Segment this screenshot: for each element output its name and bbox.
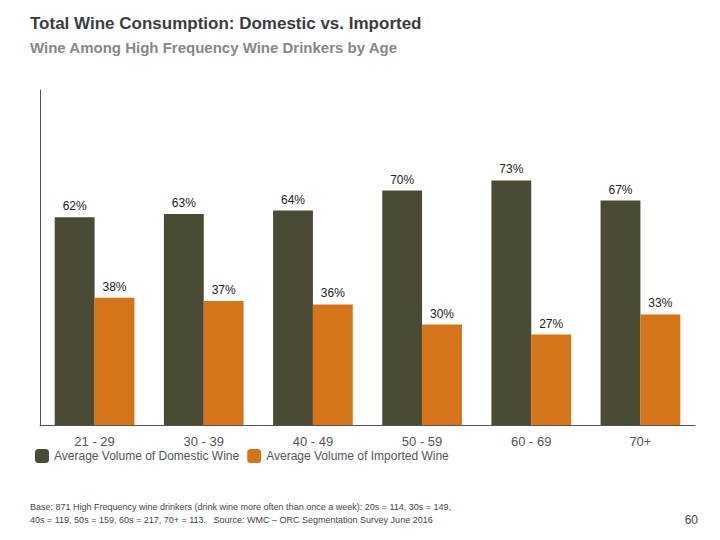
svg-text:36%: 36%: [321, 286, 345, 300]
svg-text:62%: 62%: [63, 199, 87, 213]
svg-text:70+: 70+: [629, 434, 651, 449]
svg-text:64%: 64%: [281, 193, 305, 207]
svg-text:70%: 70%: [390, 173, 414, 187]
svg-text:21 - 29: 21 - 29: [74, 434, 114, 449]
svg-text:73%: 73%: [499, 162, 523, 176]
svg-text:40s = 119, 50s = 159, 60s = 21: 40s = 119, 50s = 159, 60s = 217, 70+ = 1…: [30, 515, 433, 525]
svg-text:67%: 67%: [608, 183, 632, 197]
svg-text:30 - 39: 30 - 39: [184, 434, 224, 449]
svg-text:60 - 69: 60 - 69: [511, 434, 551, 449]
svg-text:27%: 27%: [539, 317, 563, 331]
svg-text:37%: 37%: [212, 283, 236, 297]
svg-text:Average Volume of Imported Win: Average Volume of Imported Wine: [266, 449, 449, 463]
svg-text:40 - 49: 40 - 49: [293, 434, 333, 449]
svg-text:50 - 59: 50 - 59: [402, 434, 442, 449]
svg-text:38%: 38%: [102, 280, 126, 294]
svg-text:63%: 63%: [172, 196, 196, 210]
svg-text:33%: 33%: [648, 296, 672, 310]
svg-text:30%: 30%: [430, 307, 454, 321]
svg-text:Wine Among High Frequency Wine: Wine Among High Frequency Wine Drinkers …: [30, 39, 397, 56]
svg-text:Base: 871 High Frequency wine: Base: 871 High Frequency wine drinkers (…: [30, 502, 451, 512]
svg-text:60: 60: [685, 513, 699, 527]
svg-text:Total Wine Consumption: Domest: Total Wine Consumption: Domestic vs. Imp…: [30, 14, 422, 33]
svg-text:Average Volume of Domestic Win: Average Volume of Domestic Wine: [54, 449, 240, 463]
